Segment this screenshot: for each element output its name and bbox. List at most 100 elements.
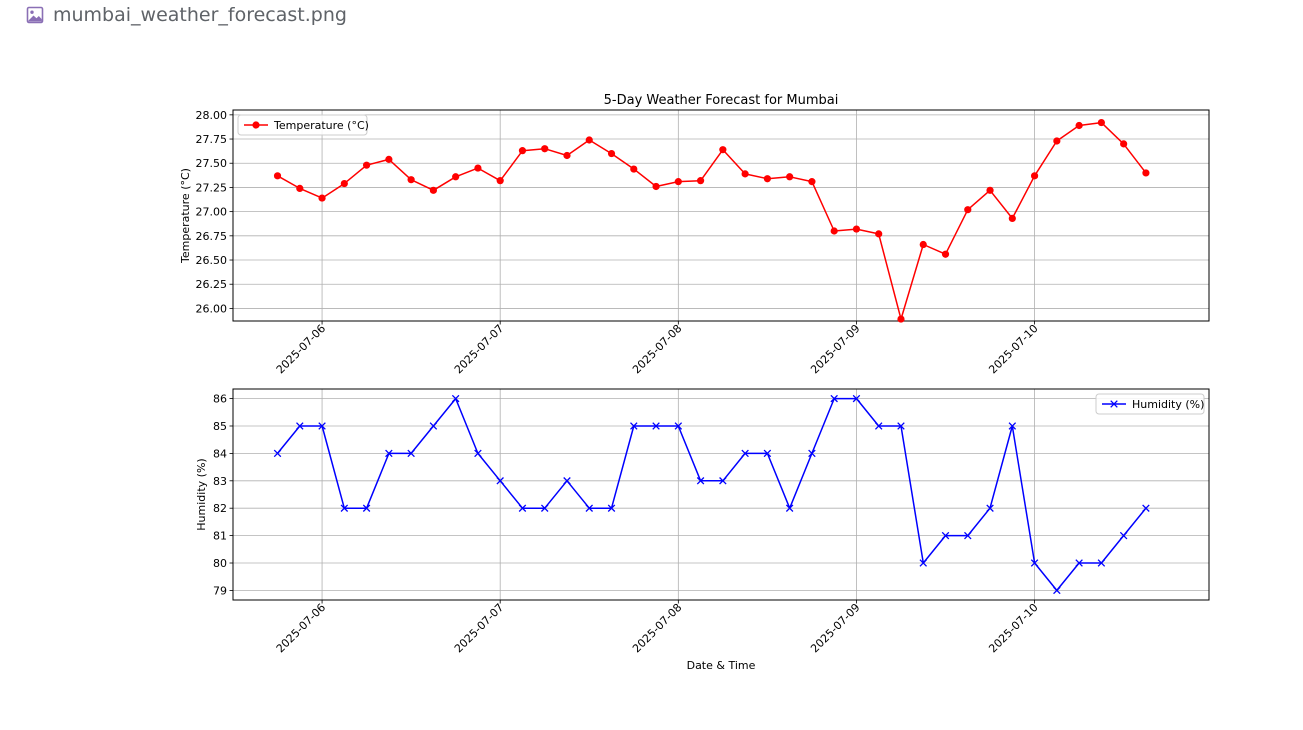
x-tick-label: 2025-07-10 [986, 601, 1040, 655]
data-point [964, 206, 972, 214]
data-point [1075, 121, 1083, 130]
axes-frame [232, 388, 1210, 601]
chart-title: 5-Day Weather Forecast for Mumbai [604, 93, 839, 108]
data-point [696, 477, 705, 485]
y-axis-label: Temperature (°C) [179, 168, 192, 264]
y-tick-label: 79 [213, 584, 227, 597]
data-point [273, 449, 282, 458]
legend: Humidity (%) [1095, 393, 1205, 415]
legend-label: Humidity (%) [1132, 398, 1204, 411]
legend-marker [252, 121, 260, 129]
data-point [786, 173, 794, 181]
data-point [919, 559, 928, 567]
data-point [652, 422, 660, 430]
subplot-humidity: 79 80 81 82 83 84 85 86 2025-07-06 2025-07-07 2025… [195, 388, 1210, 672]
file-name: mumbai_weather_forecast.png [53, 4, 347, 26]
data-point [340, 504, 349, 512]
x-tick-label: 2025-07-07 [452, 601, 506, 655]
data-point [296, 422, 304, 430]
data-point [741, 449, 749, 458]
data-point [362, 161, 371, 169]
data-point [808, 178, 816, 186]
x-tick-label: 2025-07-10 [986, 322, 1040, 376]
y-tick-label: 81 [213, 530, 227, 543]
y-tick-label: 82 [213, 502, 227, 515]
x-tick-label: 2025-07-09 [808, 322, 862, 376]
data-point [518, 147, 527, 155]
data-point [696, 177, 705, 185]
data-point [362, 504, 371, 512]
data-point [741, 170, 749, 178]
x-tick-label: 2025-07-09 [808, 601, 862, 655]
data-point [340, 179, 348, 188]
y-tick-label: 86 [213, 393, 227, 406]
data-point [541, 145, 549, 153]
data-point [652, 182, 660, 191]
data-point [852, 225, 861, 233]
data-point [1120, 140, 1128, 148]
y-tick-label: 27.75 [196, 133, 228, 146]
data-point [897, 422, 905, 430]
data-point [429, 422, 438, 430]
data-point [518, 504, 527, 512]
data-point [1030, 172, 1039, 180]
x-tick-label: 2025-07-06 [274, 601, 328, 655]
y-tick-label: 27.25 [196, 181, 228, 194]
data-point [474, 449, 482, 458]
data-point [785, 504, 794, 512]
data-point [1097, 118, 1105, 127]
data-point [986, 504, 994, 512]
data-point [919, 240, 927, 249]
data-point [1008, 422, 1017, 430]
data-point [607, 504, 616, 512]
data-point [318, 422, 326, 430]
data-point [296, 184, 304, 192]
y-tick-label: 26.75 [196, 230, 228, 243]
data-point [1097, 559, 1106, 567]
legend-label: Temperature (°C) [273, 119, 369, 132]
data-point [407, 176, 415, 184]
data-point [1008, 214, 1016, 223]
data-point [986, 186, 994, 194]
y-tick-label: 84 [213, 447, 227, 460]
data-point [875, 230, 883, 238]
data-point [451, 394, 460, 403]
x-tick-label: 2025-07-08 [630, 322, 684, 376]
data-point [630, 422, 638, 430]
data-point [563, 477, 571, 485]
data-point [318, 194, 326, 202]
data-point [964, 531, 972, 540]
y-tick-label: 83 [213, 475, 227, 488]
y-tick-label: 80 [213, 557, 227, 570]
data-point [830, 227, 838, 235]
data-point [585, 504, 594, 512]
data-point [496, 177, 504, 185]
plot-area [233, 110, 1209, 321]
x-tick-label: 2025-07-08 [630, 601, 684, 655]
data-point [897, 315, 905, 323]
y-tick-label: 27.00 [196, 206, 228, 219]
data-point [763, 175, 771, 183]
data-point [674, 422, 683, 430]
data-point [563, 151, 571, 160]
file-header: mumbai_weather_forecast.png [26, 2, 347, 28]
legend: Temperature (°C) [237, 114, 369, 136]
data-point [1053, 137, 1061, 145]
data-point [407, 449, 415, 458]
data-point [630, 165, 638, 173]
data-point [719, 146, 727, 154]
data-point [474, 164, 482, 172]
data-point [429, 186, 437, 194]
image-file-icon [26, 6, 44, 24]
data-point [852, 394, 861, 403]
data-point [452, 173, 460, 181]
data-point [1119, 531, 1128, 540]
data-point [808, 449, 816, 458]
y-tick-label: 27.50 [196, 157, 228, 170]
data-point [941, 531, 950, 540]
data-point [763, 449, 772, 458]
data-point [540, 504, 549, 512]
legend-marker [1110, 400, 1118, 408]
data-point [273, 172, 282, 180]
data-point [719, 477, 727, 485]
